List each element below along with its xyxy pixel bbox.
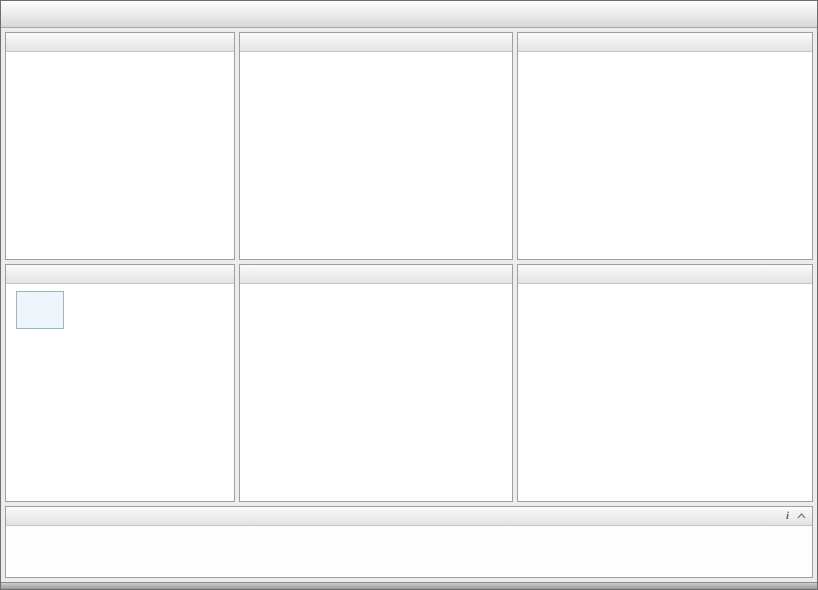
top-vms-legend (240, 52, 512, 67)
panel-top-vms-titlebar (240, 33, 512, 52)
panel-product-information (5, 264, 235, 502)
panel-alarms: i (5, 506, 813, 578)
top-esx-body (518, 52, 812, 259)
traffic-type-legend (520, 286, 578, 302)
panel-related-items (5, 32, 235, 260)
panel-traffic-type-utilization (517, 264, 813, 502)
panel-alarms-titlebar: i (6, 507, 812, 526)
panel-top-esx-titlebar (518, 33, 812, 52)
traffic-type-body (518, 284, 812, 501)
panel-traffic-titlebar (518, 265, 812, 284)
panel-top-vms (239, 32, 513, 260)
dashboard-grid: i (1, 28, 817, 582)
traffic-chart-row (518, 284, 812, 302)
product-info-body (6, 284, 234, 501)
panel-product-titlebar (6, 265, 234, 284)
traffic-type-table (518, 495, 812, 501)
panel-related-items-titlebar (6, 33, 234, 52)
info-icon[interactable]: i (785, 510, 789, 522)
alarms-body (6, 526, 812, 577)
dvswitch-product-icon (16, 291, 64, 329)
alarms-empty-message (6, 526, 812, 577)
panel-top-esx-hosts (517, 32, 813, 260)
packet-loss-body (240, 284, 512, 501)
product-header (6, 284, 234, 335)
collapse-icon[interactable] (797, 513, 806, 519)
top-vms-body (240, 52, 512, 259)
packet-loss-legend (240, 288, 512, 303)
related-items-body (6, 52, 234, 259)
header-bar (1, 1, 817, 28)
panel-packet-loss-titlebar (240, 265, 512, 284)
panel-packet-loss (239, 264, 513, 502)
alarms-titlebar-icons: i (786, 510, 806, 522)
status-bar (1, 582, 817, 589)
